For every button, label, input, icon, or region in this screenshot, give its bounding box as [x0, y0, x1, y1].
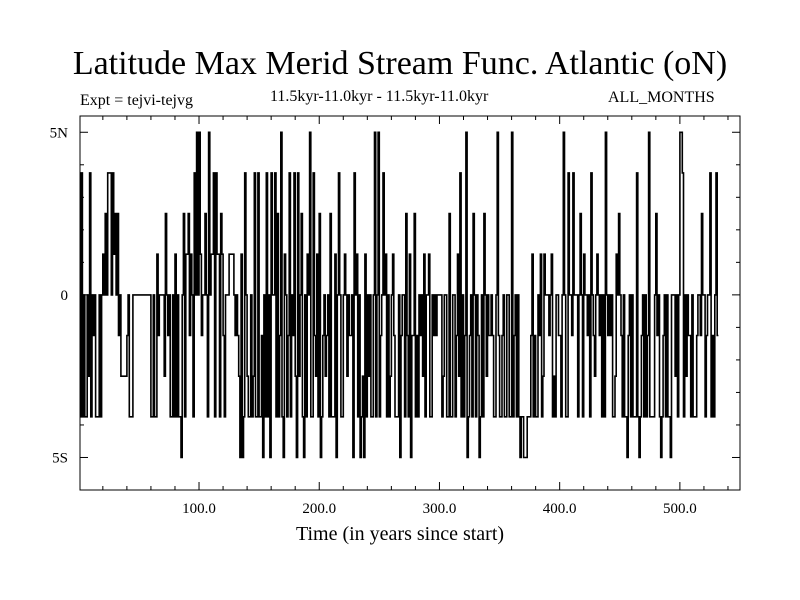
x-tick-label: 500.0	[663, 501, 697, 517]
x-axis-label: Time (in years since start)	[295, 523, 505, 545]
y-tick-label: 5S	[52, 450, 68, 466]
plot-frame	[79, 115, 741, 491]
months-label: ALL_MONTHS	[608, 89, 715, 106]
y-tick-label: 0	[61, 288, 69, 304]
chart-title: Latitude Max Merid Stream Func. Atlantic…	[72, 45, 728, 82]
x-tick-label: 100.0	[182, 501, 216, 517]
x-tick-label: 400.0	[543, 501, 577, 517]
x-tick-label: 300.0	[423, 501, 457, 517]
x-tick-label: 200.0	[302, 501, 336, 517]
data-series-line	[80, 131, 719, 459]
experiment-label: Expt = tejvi-tejvg	[80, 92, 193, 109]
period-label: 11.5kyr-11.0kyr - 11.5kyr-11.0kyr	[270, 88, 489, 105]
y-tick-label: 5N	[50, 125, 69, 141]
